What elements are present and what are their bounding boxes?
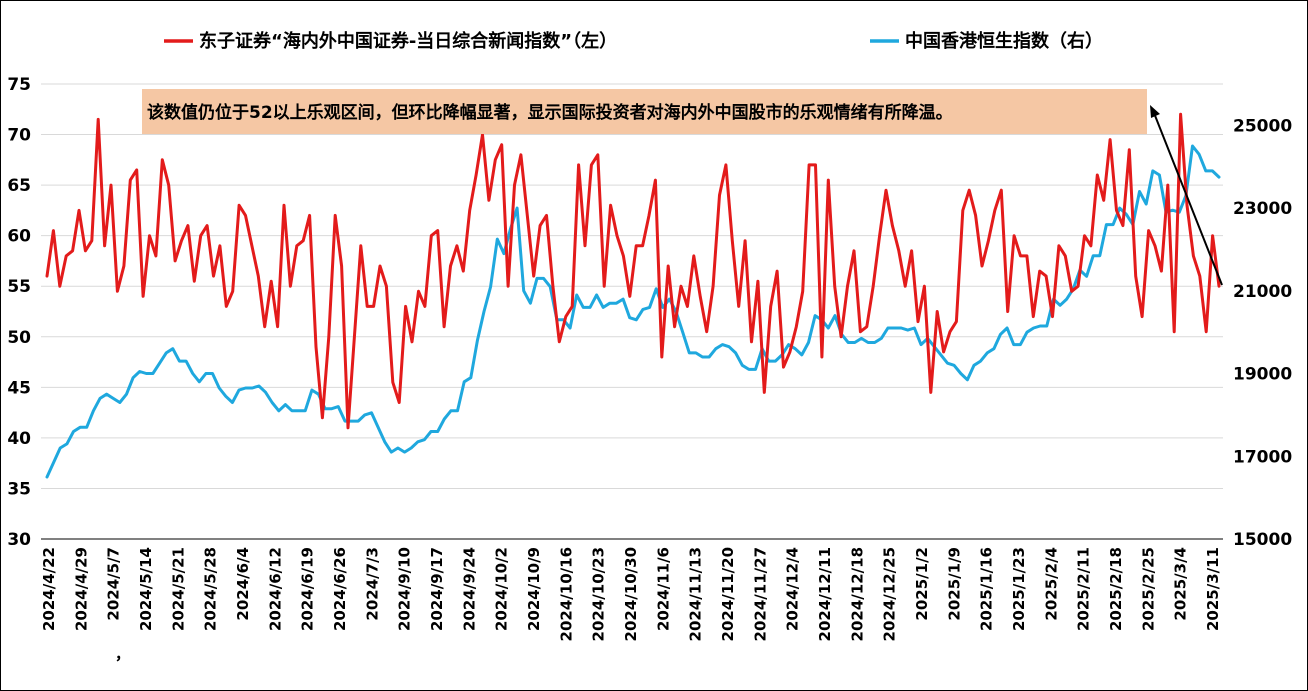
x-tick-label: 2024/12/18 xyxy=(848,547,866,641)
series-lines xyxy=(45,112,1221,479)
x-tick-label: 2025/1/23 xyxy=(1010,547,1028,631)
x-tick-label: 2024/6/19 xyxy=(299,547,317,631)
right-tick-label: 15000 xyxy=(1233,530,1292,550)
series-line-hang-seng xyxy=(45,144,1221,479)
right-tick-label: 17000 xyxy=(1233,447,1292,467)
left-tick-label: 65 xyxy=(7,176,31,196)
left-tick-label: 30 xyxy=(7,530,31,550)
x-tick-label: 2024/10/9 xyxy=(525,547,543,631)
x-tick-label: 2024/5/21 xyxy=(169,547,187,631)
x-axis: 2024/4/22 2024/4/29 2024/5/7 2024/5/14 2024/… xyxy=(40,538,1223,641)
x-tick-label: 2024/11/27 xyxy=(751,547,769,641)
x-tick-label: 2024/5/14 xyxy=(137,547,155,631)
x-tick-label: 2024/5/7 xyxy=(105,547,123,621)
x-tick-label: 2024/6/12 xyxy=(266,547,284,631)
left-tick-label: 70 xyxy=(7,126,31,146)
legend: 东子证券“海内外中国证券-当日综合新闻指数”（左） 中国香港恒生指数（右） xyxy=(164,30,1103,52)
annotation-arrow-line xyxy=(1153,112,1223,286)
annotation-text: 该数值仍位于52以上乐观区间，但环比降幅显著，显示国际投资者对海内外中国股市的乐… xyxy=(147,102,953,123)
x-tick-label: 2024/10/23 xyxy=(590,547,608,641)
x-tick-label: 2024/6/4 xyxy=(234,547,252,621)
left-tick-label: 55 xyxy=(7,277,31,297)
x-tick-label: 2025/3/4 xyxy=(1172,547,1190,621)
left-tick-label: 35 xyxy=(7,479,31,499)
x-tick-label: 2025/2/25 xyxy=(1139,547,1157,631)
left-tick-label: 75 xyxy=(7,75,31,95)
x-tick-label: 2024/12/25 xyxy=(881,547,899,641)
x-tick-label: 2025/2/4 xyxy=(1042,547,1060,621)
x-tick-label: 2024/9/24 xyxy=(460,547,478,631)
x-tick-label: 2024/9/10 xyxy=(396,547,414,631)
x-tick-label: 2024/5/28 xyxy=(202,547,220,631)
x-tick-label: 2024/7/3 xyxy=(363,547,381,621)
left-tick-label: 50 xyxy=(7,328,31,348)
x-tick-label: 2025/2/11 xyxy=(1075,547,1093,631)
right-tick-label: 21000 xyxy=(1233,282,1292,302)
left-tick-label: 40 xyxy=(7,429,31,449)
x-tick-label: 2025/1/16 xyxy=(978,547,996,631)
stray-comma: ， xyxy=(115,645,130,663)
x-tick-label: 2024/12/11 xyxy=(816,547,834,641)
annotation: 该数值仍位于52以上乐观区间，但环比降幅显著，显示国际投资者对海内外中国股市的乐… xyxy=(142,89,1223,286)
x-tick-label: 2024/11/20 xyxy=(719,547,737,641)
x-tick-label: 2025/2/18 xyxy=(1107,547,1125,631)
x-tick-label: 2024/11/13 xyxy=(687,547,705,641)
annotation-box xyxy=(142,89,1147,134)
x-tick-label: 2025/1/9 xyxy=(945,547,963,621)
right-tick-label: 25000 xyxy=(1233,116,1292,136)
legend-label-blue: 中国香港恒生指数（右） xyxy=(905,30,1103,52)
x-tick-label: 2024/10/2 xyxy=(493,547,511,631)
legend-label-red: 东子证券“海内外中国证券-当日综合新闻指数”（左） xyxy=(199,30,617,52)
left-tick-label: 45 xyxy=(7,378,31,398)
x-tick-label: 2024/10/30 xyxy=(622,547,640,641)
x-tick-label: 2025/3/11 xyxy=(1204,547,1222,631)
x-tick-label: 2024/10/16 xyxy=(557,547,575,641)
right-tick-label: 23000 xyxy=(1233,199,1292,219)
x-tick-label: 2024/4/29 xyxy=(72,547,90,631)
left-tick-label: 60 xyxy=(7,227,31,247)
left-y-axis: 30 35 40 45 50 55 60 65 70 75 xyxy=(7,75,31,550)
series-line-news-index xyxy=(45,112,1221,430)
x-tick-label: 2024/9/17 xyxy=(428,547,446,631)
right-y-axis: 15000 17000 19000 21000 23000 25000 xyxy=(1233,116,1292,550)
x-tick-label: 2024/12/4 xyxy=(784,547,802,631)
annotation-arrowhead xyxy=(1150,105,1160,118)
x-tick-label: 2024/6/26 xyxy=(331,547,349,631)
x-tick-label: 2024/11/6 xyxy=(654,547,672,631)
x-tick-label: 2025/1/2 xyxy=(913,547,931,621)
right-tick-label: 19000 xyxy=(1233,365,1292,385)
x-tick-label: 2024/4/22 xyxy=(40,547,58,631)
